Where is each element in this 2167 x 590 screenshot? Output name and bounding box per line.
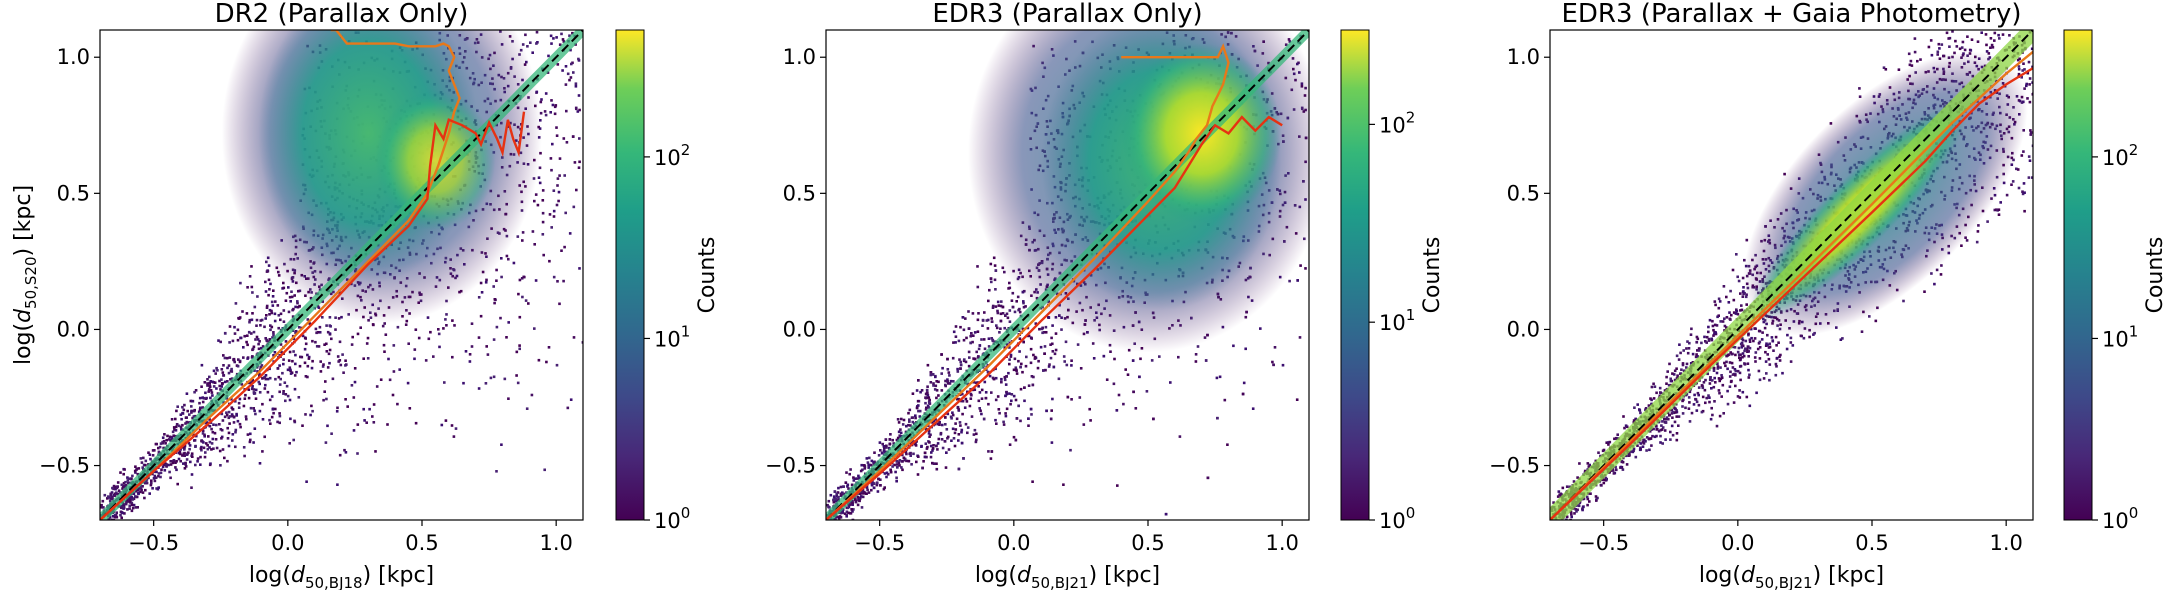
y-tick-label: 0.5 [57,181,90,205]
x-tick-label: −0.5 [854,531,905,555]
x-tick-label: 0.5 [1855,531,1888,555]
panel-title: DR2 (Parallax Only) [215,0,469,29]
colorbar-label: Counts [2143,237,2167,314]
colorbar-gradient [615,29,645,521]
x-tick-label: 0.0 [997,531,1030,555]
x-tick-label: 1.0 [1265,531,1298,555]
colorbar-tick-label: 101 [654,322,690,351]
one-to-one-line [1550,30,2033,520]
colorbar: 100 101 102 Counts [1340,29,1445,533]
y-tick-label: −0.5 [765,454,816,478]
y-tick-label: 0.5 [1507,181,1540,205]
y-tick-label: 1.0 [1507,45,1540,69]
x-tick-label: −0.5 [128,531,179,555]
colorbar-tick-label: 100 [1379,504,1415,533]
series-line-1 [1550,50,2033,520]
axes-frame [1549,29,2034,521]
x-tick-label: 1.0 [1989,531,2022,555]
colorbar-gradient [2063,29,2093,521]
panel-1: −0.5 −0.5 0.0 0.0 0.5 0.5 1.0 1.0 DR2 (Parallax … [11,0,720,590]
colorbar-tick-label: 102 [1379,108,1415,137]
colorbar: 100 101 102 Counts [2063,29,2167,533]
axes-frame [99,29,584,521]
series-line-2 [100,111,526,520]
plot-area [1550,30,2033,520]
colorbar-label: Counts [1420,237,1445,314]
y-tick-label: −0.5 [1489,454,1540,478]
plot-area [100,30,583,520]
colorbar-tick-label: 101 [1379,306,1415,335]
one-to-one-line [100,30,583,520]
y-tick-label: 0.0 [783,317,816,341]
x-axis-label: log(d50,BJ18) [kpc] [249,563,434,590]
y-tick-label: 0.5 [783,181,816,205]
colorbar-gradient [1340,29,1370,521]
x-tick-label: 0.0 [271,531,304,555]
x-tick-label: 0.5 [405,531,438,555]
y-tick-label: 1.0 [57,45,90,69]
colorbar-tick-label: 101 [2102,322,2138,351]
y-axis-label: log(d50,S20) [kpc] [11,185,40,365]
x-axis-label: log(d50,BJ21) [kpc] [1699,563,1884,590]
y-tick-label: 1.0 [783,45,816,69]
series-line-2 [1550,67,2033,520]
y-tick-label: −0.5 [39,454,90,478]
y-tick-label: 0.0 [1507,317,1540,341]
colorbar-tick-label: 100 [2102,504,2138,533]
series-line-2 [826,115,1283,520]
colorbar-tick-label: 102 [2102,141,2138,170]
x-tick-label: 0.0 [1721,531,1754,555]
density-core [826,30,1309,520]
colorbar-tick-label: 102 [654,141,690,170]
axes-frame [825,29,1310,521]
x-tick-label: −0.5 [1578,531,1629,555]
x-axis-label: log(d50,BJ21) [kpc] [975,563,1160,590]
x-tick-label: 0.5 [1131,531,1164,555]
panel-title: EDR3 (Parallax + Gaia Photometry) [1561,0,2021,29]
panel-3: −0.5 −0.5 0.0 0.0 0.5 0.5 1.0 1.0 EDR3 (Parallax… [1489,0,2167,590]
series-line-1 [100,30,461,520]
series-line-1 [826,43,1230,520]
one-to-one-line [826,30,1309,520]
density-core [100,30,583,520]
colorbar-label: Counts [695,237,720,314]
y-tick-label: 0.0 [57,317,90,341]
x-tick-label: 1.0 [539,531,572,555]
plot-area [826,30,1309,520]
panel-2: −0.5 −0.5 0.0 0.0 0.5 0.5 1.0 1.0 EDR3 (Parallax… [765,0,1445,590]
panel-title: EDR3 (Parallax Only) [932,0,1202,29]
colorbar: 100 101 102 Counts [615,29,720,533]
colorbar-tick-label: 100 [654,504,690,533]
